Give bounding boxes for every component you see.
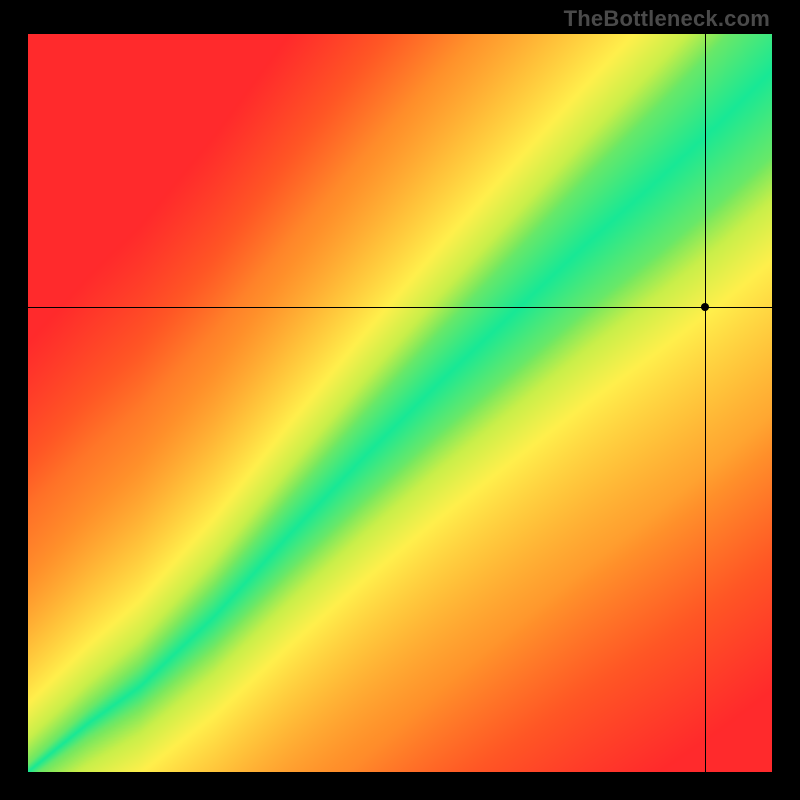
heatmap-plot	[28, 34, 772, 772]
crosshair-vertical	[705, 34, 706, 772]
heatmap-canvas	[28, 34, 772, 772]
crosshair-point	[701, 303, 709, 311]
watermark-text: TheBottleneck.com	[564, 6, 770, 32]
crosshair-horizontal	[28, 307, 772, 308]
